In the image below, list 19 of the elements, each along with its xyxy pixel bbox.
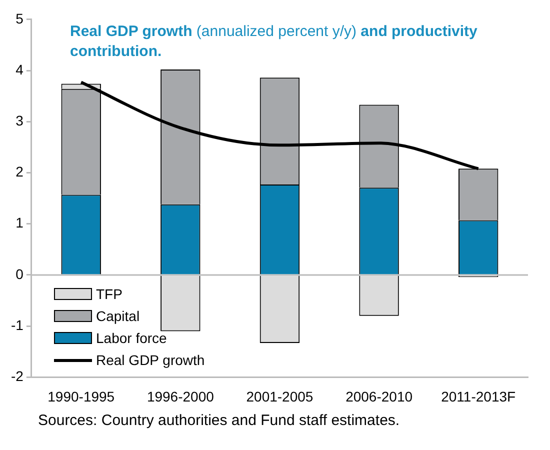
y-tick-label: 5 <box>16 10 24 26</box>
x-tick-label: 2011-2013F <box>441 388 516 404</box>
y-tick-label: 4 <box>16 61 24 78</box>
y-tick-label: -1 <box>10 316 24 333</box>
chart-title: Real GDP growth (annualized percent y/y) and productivity contribution. <box>70 23 478 60</box>
x-tick-label: 1996-2000 <box>146 388 214 404</box>
x-tick-label: 2006-2010 <box>346 388 413 404</box>
legend-label: Labor force <box>96 329 167 348</box>
x-tick-label: 2001-2005 <box>246 388 314 404</box>
y-tick-label: 0 <box>16 266 24 282</box>
y-tick-label: 3 <box>16 112 24 128</box>
y-tick-label: -2 <box>10 368 24 384</box>
y-tick-label: 2 <box>16 164 24 180</box>
legend-label: Capital <box>96 307 140 326</box>
source-note: Sources: Country authorities and Fund staff estimates. <box>38 412 401 429</box>
legend-label: TFP <box>96 285 122 304</box>
y-tick-label: 1 <box>16 214 24 231</box>
x-tick-label: 1990-1995 <box>48 388 115 404</box>
legend-label: Real GDP growth <box>96 351 205 370</box>
